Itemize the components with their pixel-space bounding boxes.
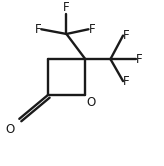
Text: F: F: [123, 75, 130, 88]
Text: F: F: [63, 0, 70, 14]
Text: F: F: [136, 53, 142, 66]
Text: F: F: [35, 23, 41, 36]
Text: O: O: [5, 123, 15, 136]
Text: F: F: [88, 23, 95, 36]
Text: O: O: [86, 96, 95, 109]
Text: F: F: [123, 29, 130, 42]
